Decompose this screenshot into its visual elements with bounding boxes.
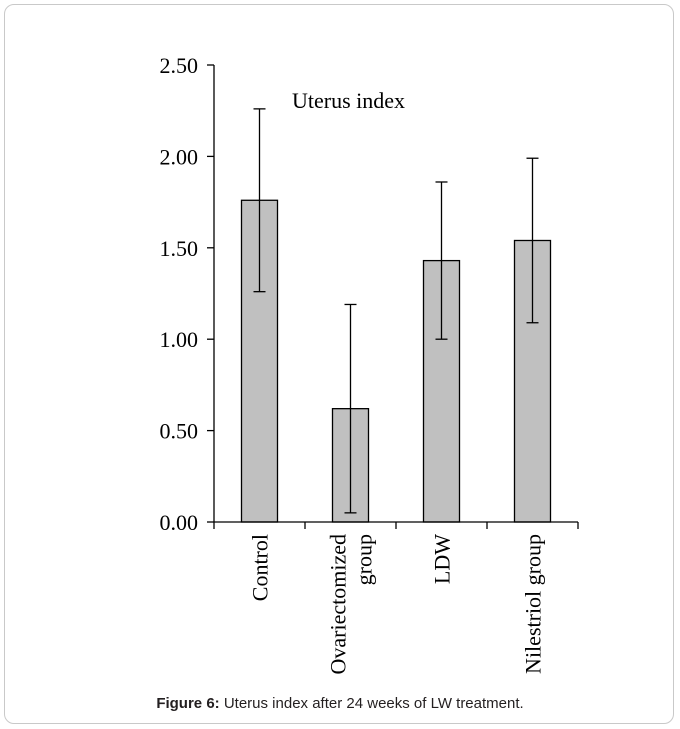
error-bars-group: [253, 108, 539, 514]
x-tick-label: group: [352, 534, 377, 585]
x-tick-label: Nilestriol group: [521, 534, 546, 674]
y-tick-label: 1.00: [160, 327, 199, 352]
x-tick-label: Control: [248, 534, 273, 601]
y-tick-label: 0.00: [160, 510, 199, 535]
bar: [422, 259, 461, 523]
y-tick-label: 0.50: [160, 419, 199, 444]
x-axis: [213, 521, 579, 529]
bars-group: [240, 199, 552, 523]
y-tick-label: 2.00: [160, 144, 199, 169]
caption-label: Figure 6:: [156, 695, 220, 712]
x-axis-labels: Control Ovariectomized group LDW Nilestriol …: [248, 534, 546, 675]
x-tick-label: LDW: [430, 534, 455, 584]
y-tick-label: 1.50: [160, 236, 199, 261]
y-tick-label: 2.50: [160, 53, 199, 78]
caption-text: Uterus index after 24 weeks of LW treatm…: [219, 695, 524, 712]
figure-caption: Figure 6: Uterus index after 24 weeks of…: [0, 695, 680, 712]
x-tick-label: Ovariectomized: [326, 534, 351, 675]
figure-frame: [4, 4, 674, 724]
chart-title: Uterus index: [292, 88, 405, 113]
y-axis: 0.00 0.50 1.00 1.50 2.00 2.50: [160, 53, 215, 535]
